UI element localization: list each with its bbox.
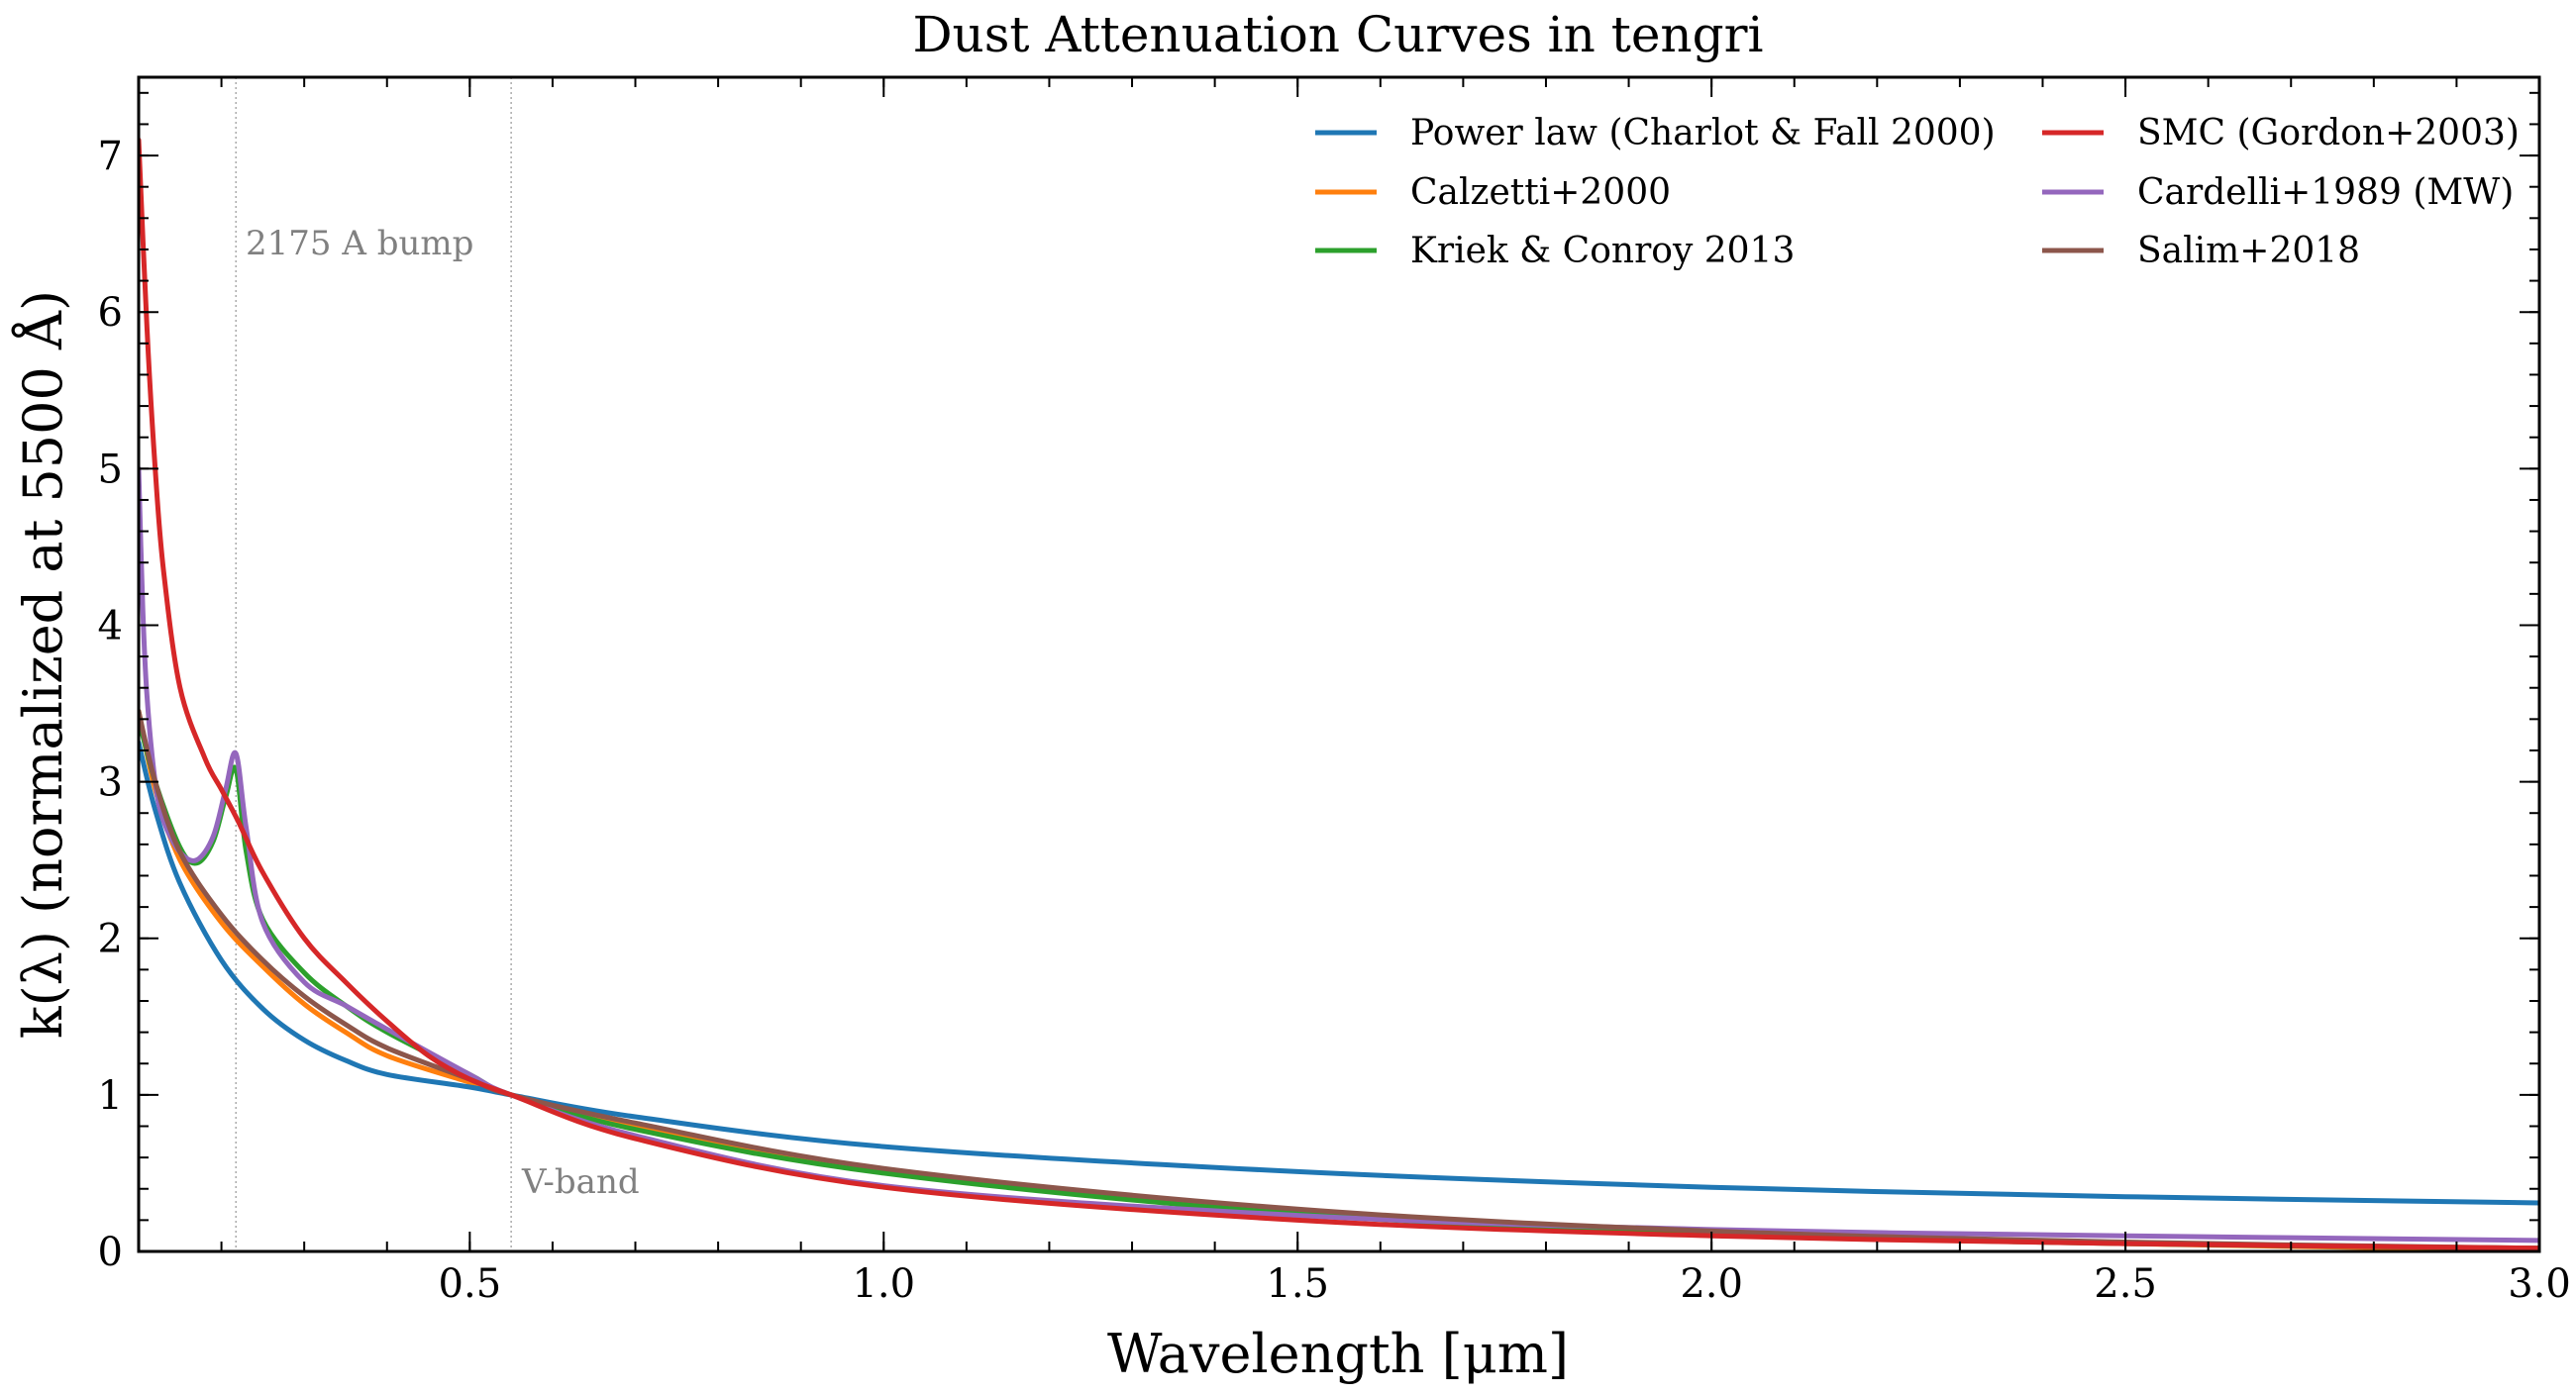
chart-title: Dust Attenuation Curves in tengri	[912, 6, 1763, 63]
legend-label: Salim+2018	[2137, 231, 2360, 271]
plot-frame	[137, 75, 2541, 1253]
series-line-4	[139, 137, 2539, 1251]
y-tick-label: 1	[98, 1073, 123, 1119]
series-line-1	[139, 740, 2539, 1206]
legend-label: Kriek & Conroy 2013	[1410, 231, 1795, 271]
legend-label: Power law (Charlot & Fall 2000)	[1410, 113, 1996, 153]
legend-label: SMC (Gordon+2003)	[2137, 113, 2520, 153]
y-tick-label: 4	[98, 603, 123, 648]
y-axis-label: k(λ) (normalized at 5500 Å)	[10, 290, 74, 1039]
series-line-6	[139, 708, 2539, 1251]
annotation-v-band: V-band	[521, 1162, 640, 1202]
legend-label: Cardelli+1989 (MW)	[2137, 172, 2514, 213]
y-tick-label: 2	[98, 917, 123, 962]
y-tick-label: 7	[98, 134, 123, 179]
legend-label: Calzetti+2000	[1410, 172, 1671, 213]
x-tick-label: 1.0	[852, 1261, 915, 1307]
y-tick-label: 6	[98, 290, 123, 336]
x-tick-label: 1.5	[1266, 1261, 1329, 1307]
y-tick-label: 5	[98, 447, 123, 492]
plot-area	[139, 77, 2539, 1251]
x-tick-label: 3.0	[2508, 1261, 2571, 1307]
x-tick-label: 0.5	[439, 1261, 502, 1307]
x-axis-label: Wavelength [μm]	[1107, 1323, 1569, 1385]
y-tick-label: 0	[98, 1230, 123, 1275]
annotation-2175-bump: 2175 A bump	[246, 224, 473, 263]
axis-ticks: 0.5 1.0 1.5 2.0 2.5 3.0 0 1 2 3 4 5 6 7	[98, 77, 2571, 1307]
x-tick-label: 2.0	[1680, 1261, 1743, 1307]
legend: Power law (Charlot & Fall 2000) Calzetti+…	[1315, 113, 2520, 271]
y-tick-label: 3	[98, 760, 123, 806]
series-layer	[139, 137, 2539, 1251]
x-tick-label: 2.5	[2094, 1261, 2157, 1307]
